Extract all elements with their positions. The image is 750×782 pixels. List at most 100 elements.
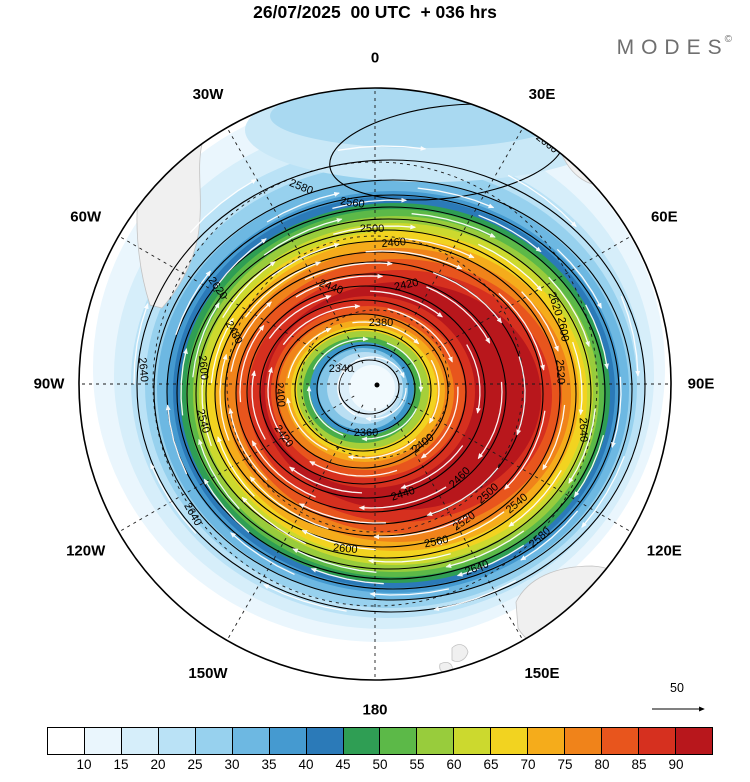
latitude-circle	[226, 235, 524, 533]
streamline-arrow	[198, 438, 240, 510]
height-contour	[235, 273, 507, 513]
streamline-arrow	[271, 243, 340, 277]
meridian-line	[118, 235, 355, 373]
streamline-arrow	[219, 353, 230, 441]
streamline-arrow	[436, 511, 505, 545]
streamline-arrow	[433, 580, 517, 612]
contour-label: 2460	[381, 236, 406, 250]
streamline-arrow	[287, 327, 332, 379]
streamline-arrow	[165, 404, 188, 475]
streamline-arrow	[400, 445, 464, 489]
streamline-arrow	[367, 553, 451, 564]
forecast-title: 26/07/2025 00 UTC + 036 hrs	[253, 2, 497, 22]
modes-logo-text: MODES	[616, 36, 729, 59]
contour-label: 2500	[360, 223, 384, 235]
streamline-arrow	[585, 304, 609, 370]
height-contour	[153, 179, 633, 601]
colorbar-tick-label: 85	[631, 757, 647, 772]
streamline-arrow	[217, 436, 255, 497]
streamline-arrow	[332, 197, 408, 210]
streamline-arrow	[365, 387, 407, 422]
streamline-arrow	[289, 466, 363, 494]
longitude-label: 90E	[688, 376, 715, 393]
streamline-arrow	[228, 408, 268, 481]
colorbar-cell	[269, 728, 307, 754]
streamline-arrow	[210, 317, 234, 384]
longitude-label: 30W	[193, 86, 225, 103]
height-contour	[136, 159, 646, 613]
contour-label: 2520	[553, 359, 566, 384]
streamline-arrow	[400, 237, 475, 259]
height-contour	[316, 344, 416, 434]
streamline-arrow	[150, 463, 197, 534]
meridian-line	[386, 127, 524, 364]
colorbar-cell	[528, 728, 566, 754]
contour-label: 2640	[136, 357, 150, 382]
meridian-line	[226, 127, 364, 364]
streamline-arrow	[192, 302, 220, 378]
streamline-arrow	[568, 408, 596, 484]
longitude-label: 180	[362, 702, 387, 719]
streamline-arrow	[301, 529, 376, 551]
colorbar-cell	[454, 728, 492, 754]
longitude-label: 60W	[70, 209, 102, 226]
streamline-arrow	[445, 530, 525, 568]
longitude-label: 0	[371, 50, 379, 67]
streamline-arrow	[333, 224, 417, 235]
colorbar-tick-label: 75	[557, 757, 573, 772]
longitude-label: 90W	[34, 376, 66, 393]
height-contour	[205, 240, 561, 548]
streamline-arrow	[426, 467, 499, 516]
streamline-arrow	[180, 348, 188, 416]
streamline-arrow	[428, 359, 440, 424]
modes-logo: MODES©	[616, 34, 736, 60]
contour-label: 2420	[393, 277, 419, 294]
height-contour	[275, 313, 449, 469]
streamline-arrow	[508, 469, 562, 527]
map-outline	[78, 87, 672, 681]
streamline-arrow	[369, 588, 450, 597]
streamline-arrow	[306, 385, 344, 436]
streamline-arrow	[373, 514, 470, 540]
streamline-arrow	[365, 250, 463, 270]
streamline-arrow	[581, 455, 625, 528]
colorbar-cell	[639, 728, 676, 754]
streamline-arrow	[298, 503, 386, 524]
streamline-arrow	[347, 438, 417, 460]
weather-map: 2340236023802400240024202420244024402460…	[34, 50, 715, 719]
streamline-arrow	[337, 367, 356, 416]
colorbar-tick-label: 30	[224, 757, 240, 772]
height-contour	[214, 251, 544, 537]
colorbar-tick-label: 15	[113, 757, 129, 772]
colorbar-tick-label: 10	[76, 757, 92, 772]
streamline-arrow	[478, 243, 543, 292]
streamline-arrow	[286, 397, 328, 451]
streamline-arrow	[477, 381, 503, 460]
height-contour	[166, 194, 620, 590]
streamline-arrow	[611, 376, 622, 448]
colorbar-cell	[84, 728, 122, 754]
streamline-arrow	[263, 584, 347, 612]
land-shape	[451, 644, 469, 662]
streamline-arrow	[521, 291, 559, 352]
streamline-arrow	[426, 286, 491, 344]
longitude-label: 120W	[66, 543, 106, 560]
streamline-arrow	[548, 276, 590, 348]
streamline-arrow	[507, 174, 577, 228]
streamline-arrow	[263, 218, 343, 256]
colorbar-tick-label: 35	[261, 757, 277, 772]
colorbar-cell	[380, 728, 418, 754]
reference-vector-label: 50	[670, 681, 684, 695]
colorbar-cell	[306, 728, 344, 754]
streamline-arrow	[387, 308, 453, 363]
streamline-arrow	[478, 214, 542, 253]
longitude-label: 150E	[524, 665, 559, 682]
colorbar-cell	[565, 728, 603, 754]
height-contour	[259, 299, 467, 485]
streamline-arrow	[244, 261, 322, 318]
streamline-arrow	[386, 342, 424, 393]
contour-label: 2640	[577, 417, 590, 442]
colorbar-tick-label: 45	[335, 757, 351, 772]
streamline-arrow	[466, 344, 481, 414]
colorbar-labels: 10 15 20 25 30 35 40 45 50 55 60 65 70 75 80 85 90	[47, 757, 713, 775]
